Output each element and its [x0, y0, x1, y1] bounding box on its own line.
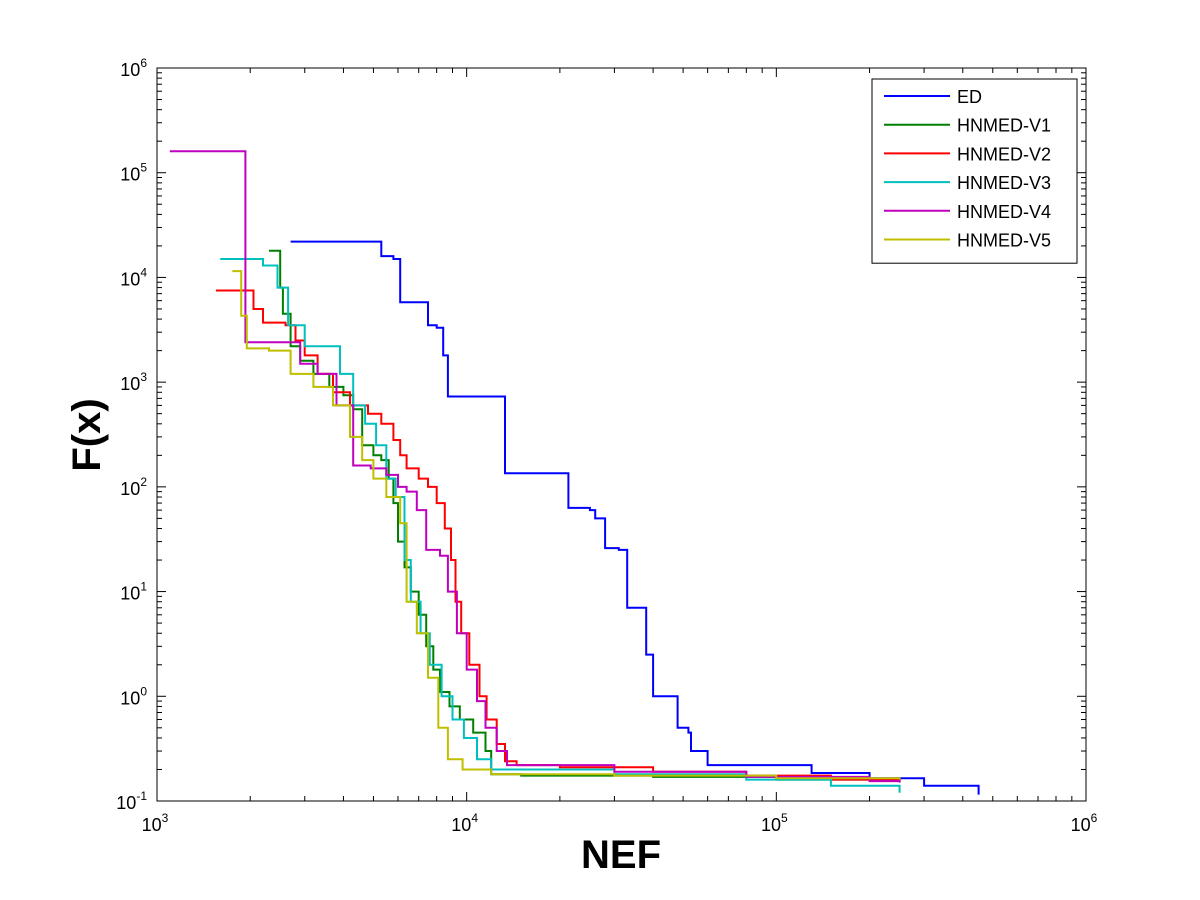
x-tick-label: 103 [142, 811, 169, 835]
legend-label: HNMED-V3 [957, 173, 1051, 193]
x-axis-title: NEF [581, 833, 661, 877]
major-ticks [156, 67, 1087, 802]
series-line-hnmed-v5 [232, 270, 901, 780]
y-axis-title: F(x) [65, 398, 109, 471]
y-tick-label: 104 [120, 265, 147, 289]
x-tick-labels: 103 104 105 106 [142, 811, 1098, 835]
series-line-hnmed-v2 [215, 289, 901, 782]
y-tick-label: 103 [120, 370, 147, 394]
legend: ED HNMED-V1 HNMED-V2 HNMED-V3 HNMED-V4 HNMED-… [871, 78, 1078, 264]
y-tick-label: 10-1 [116, 789, 147, 813]
x-tick-label: 106 [1071, 811, 1098, 835]
x-tick-label: 104 [451, 811, 478, 835]
y-tick-labels: 10-1 100 101 102 103 104 105 106 [116, 56, 147, 813]
legend-label: HNMED-V4 [957, 202, 1051, 222]
legend-label: ED [957, 87, 982, 107]
y-tick-label: 100 [120, 684, 147, 708]
series-lines [169, 150, 980, 795]
y-tick-label: 101 [120, 580, 147, 604]
series-line-ed [290, 240, 980, 795]
series-line-hnmed-v4 [169, 150, 901, 783]
legend-box [871, 78, 1078, 264]
legend-label: HNMED-V5 [957, 231, 1051, 251]
x-tick-label: 105 [761, 811, 788, 835]
legend-label: HNMED-V2 [957, 144, 1051, 164]
y-tick-label: 102 [120, 475, 147, 499]
legend-label: HNMED-V1 [957, 116, 1051, 136]
y-tick-label: 105 [120, 161, 147, 185]
series-line-hnmed-v1 [269, 249, 901, 782]
minor-ticks [157, 68, 1086, 801]
y-tick-label: 106 [120, 56, 147, 80]
